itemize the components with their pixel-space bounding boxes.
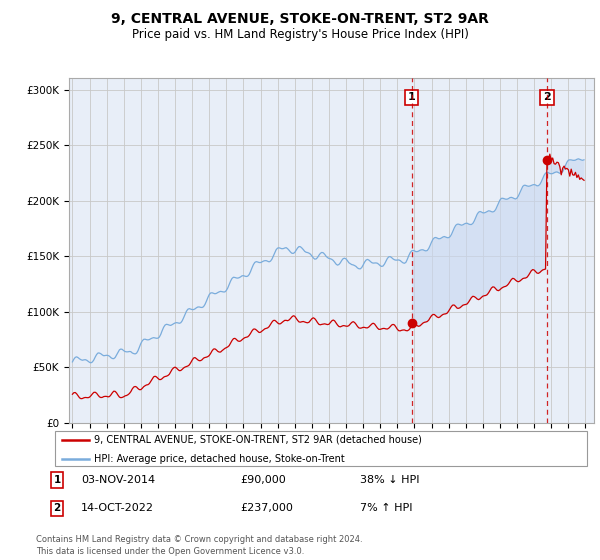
- Text: 9, CENTRAL AVENUE, STOKE-ON-TRENT, ST2 9AR (detached house): 9, CENTRAL AVENUE, STOKE-ON-TRENT, ST2 9…: [94, 435, 422, 445]
- Text: 38% ↓ HPI: 38% ↓ HPI: [360, 475, 419, 485]
- Text: £237,000: £237,000: [240, 503, 293, 514]
- Text: 2: 2: [53, 503, 61, 514]
- Text: 1: 1: [408, 92, 415, 102]
- Text: 14-OCT-2022: 14-OCT-2022: [81, 503, 154, 514]
- Text: 03-NOV-2014: 03-NOV-2014: [81, 475, 155, 485]
- Text: 7% ↑ HPI: 7% ↑ HPI: [360, 503, 413, 514]
- Text: Price paid vs. HM Land Registry's House Price Index (HPI): Price paid vs. HM Land Registry's House …: [131, 28, 469, 41]
- Text: £90,000: £90,000: [240, 475, 286, 485]
- Text: 2: 2: [543, 92, 551, 102]
- FancyBboxPatch shape: [55, 431, 587, 466]
- Text: 9, CENTRAL AVENUE, STOKE-ON-TRENT, ST2 9AR: 9, CENTRAL AVENUE, STOKE-ON-TRENT, ST2 9…: [111, 12, 489, 26]
- Text: 1: 1: [53, 475, 61, 485]
- Text: HPI: Average price, detached house, Stoke-on-Trent: HPI: Average price, detached house, Stok…: [94, 454, 345, 464]
- Text: Contains HM Land Registry data © Crown copyright and database right 2024.
This d: Contains HM Land Registry data © Crown c…: [36, 535, 362, 556]
